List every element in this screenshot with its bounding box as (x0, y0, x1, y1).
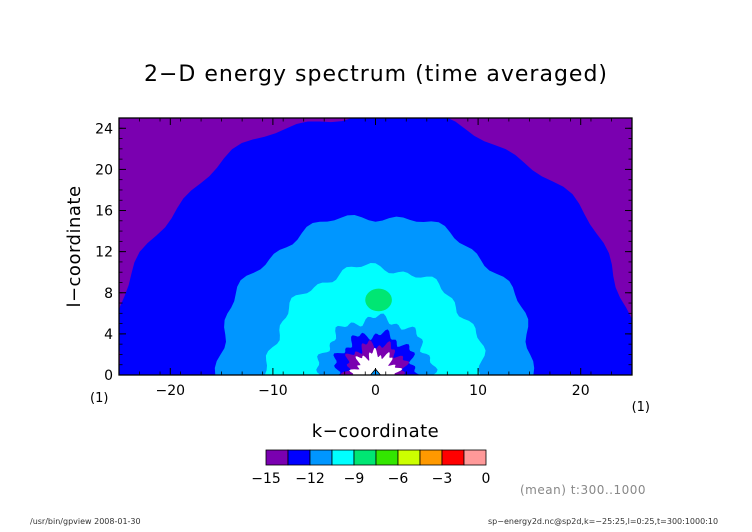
colorbar-swatch-7 (419, 449, 443, 466)
x-tick-label: 10 (469, 383, 487, 399)
chart-title: 2−D energy spectrum (time averaged) (144, 62, 608, 87)
colorbar-swatch-8 (441, 449, 465, 466)
y-tick-label: 4 (104, 327, 113, 343)
colorbar-tick-label: −15 (251, 471, 281, 487)
x-unit-label: (1) (632, 400, 650, 415)
x-axis-label: k−coordinate (312, 421, 440, 442)
footer-right: sp−energy2d.nc@sp2d,k=−25:25,l=0:25,t=30… (488, 517, 719, 526)
x-tick-label: 20 (572, 383, 590, 399)
y-unit-label: (1) (90, 391, 108, 406)
x-tick-label: −10 (258, 383, 288, 399)
y-tick-label: 24 (95, 121, 113, 137)
colorbar-tick-label: −9 (344, 471, 365, 487)
y-tick-label: 16 (95, 204, 113, 220)
local-maximum-0 (365, 288, 392, 312)
colorbar-tick-label: −3 (432, 471, 453, 487)
colorbar-swatch-0 (265, 449, 289, 466)
x-tick-label: −20 (156, 383, 186, 399)
colorbar-swatch-2 (309, 449, 333, 466)
y-axis-label: l−coordinate (64, 185, 85, 307)
mean-annotation: (mean) t:300..1000 (520, 483, 647, 497)
footer-left: /usr/bin/gpview 2008-01-30 (30, 517, 141, 526)
y-tick-label: 0 (104, 368, 113, 384)
contour-regions (119, 118, 632, 375)
x-tick-label: 0 (371, 383, 380, 399)
contour-region-7 (349, 348, 403, 375)
colorbar-swatch-3 (331, 449, 355, 466)
colorbar-tick-label: 0 (482, 471, 491, 487)
colorbar-tick-label: −6 (388, 471, 409, 487)
y-tick-label: 20 (95, 162, 113, 178)
y-tick-label: 8 (104, 286, 113, 302)
colorbar-tick-label: −12 (295, 471, 325, 487)
colorbar-swatch-1 (287, 449, 311, 466)
colorbar-swatch-6 (397, 449, 421, 466)
y-tick-label: 12 (95, 245, 113, 261)
colorbar-swatch-5 (375, 449, 399, 466)
colorbar-swatch-9 (463, 449, 487, 466)
colorbar-swatch-4 (353, 449, 377, 466)
